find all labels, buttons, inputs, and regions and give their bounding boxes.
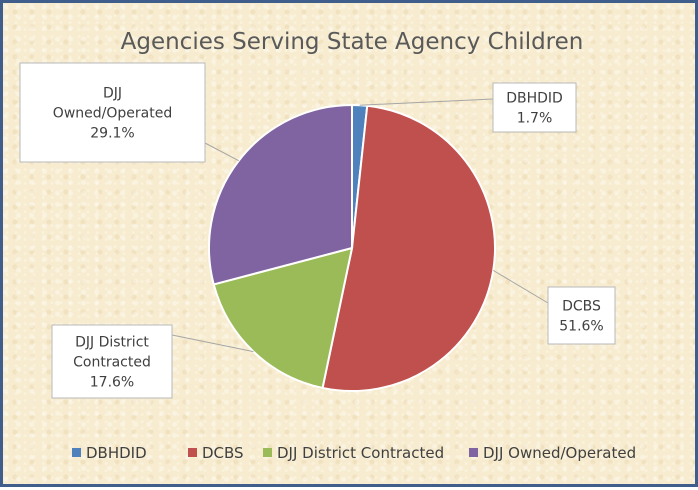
- data-label-category: Contracted: [73, 355, 151, 371]
- data-label-box: [51, 324, 173, 399]
- data-label-box: [492, 82, 577, 133]
- legend-swatch: [188, 448, 197, 457]
- data-label-djj-owned-operated: DJJ Owned/Operated 29.1%: [19, 62, 206, 163]
- data-label-dcbs: DCBS 51.6%: [547, 286, 616, 345]
- data-label-value: 1.7%: [517, 111, 553, 127]
- legend-swatch: [263, 448, 272, 457]
- data-label-box: [19, 62, 206, 163]
- legend-entry-djj-district-contracted: DJJ District Contracted: [263, 444, 444, 462]
- data-label-djj-district-contracted: DJJ District Contracted 17.6%: [51, 324, 173, 399]
- data-label-category: Owned/Operated: [53, 106, 172, 122]
- legend: DBHDID DCBS DJJ District Contracted DJJ Own…: [72, 444, 636, 462]
- pie-slice-dcbs: [321, 104, 496, 392]
- data-label-dbhdid: DBHDID 1.7%: [492, 82, 577, 133]
- legend-label: DBHDID: [86, 444, 147, 462]
- leader-line-djj-owned-operated: [204, 142, 239, 162]
- data-label-value: 51.6%: [559, 319, 603, 335]
- data-label-value: 29.1%: [90, 126, 134, 142]
- data-label-box: [547, 286, 616, 345]
- data-label-category: DJJ District: [75, 335, 149, 351]
- legend-entry-dcbs: DCBS: [188, 444, 244, 462]
- pie-slice-djj-owned-operated: [208, 103, 353, 286]
- legend-entry-dbhdid: DBHDID: [72, 444, 147, 462]
- data-label-category: DBHDID: [506, 91, 563, 107]
- legend-label: DJJ District Contracted: [277, 444, 444, 462]
- data-label-category: DCBS: [562, 299, 601, 315]
- leader-line-djj-district-contracted: [171, 334, 254, 353]
- pie-slices: [208, 103, 496, 392]
- data-label-value: 17.6%: [90, 375, 134, 391]
- pie-chart: Agencies Serving State Agency Children D…: [19, 29, 636, 462]
- legend-label: DCBS: [202, 444, 244, 462]
- legend-label: DJJ Owned/Operated: [483, 444, 636, 462]
- leader-line-dcbs: [492, 269, 549, 304]
- chart-title: Agencies Serving State Agency Children: [121, 29, 584, 55]
- data-label-category: DJJ: [103, 86, 122, 102]
- pie-slice-djj-district-contracted: [212, 246, 354, 390]
- data-labels: DBHDID 1.7% DCBS 51.6% DJJ District Contracte…: [19, 62, 616, 399]
- legend-swatch: [469, 448, 478, 457]
- legend-entry-djj-owned-operated: DJJ Owned/Operated: [469, 444, 636, 462]
- leader-line-dbhdid: [359, 98, 494, 106]
- leader-lines: [171, 98, 549, 353]
- legend-swatch: [72, 448, 81, 457]
